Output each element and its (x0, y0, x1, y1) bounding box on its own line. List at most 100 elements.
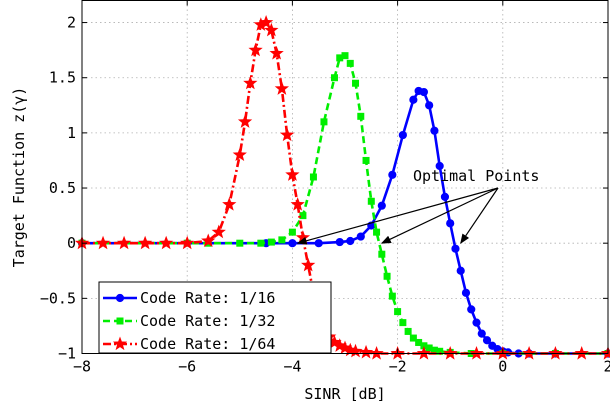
data-point (419, 87, 428, 97)
data-point (264, 22, 279, 37)
data-point (280, 127, 295, 142)
data-point (443, 346, 458, 360)
legend-swatch-marker (112, 336, 128, 351)
data-point (222, 197, 237, 211)
plot-area-frame (81, 0, 609, 354)
data-point (409, 334, 417, 342)
data-point (346, 59, 354, 67)
data-point (327, 334, 342, 349)
data-point (232, 147, 247, 162)
x-tick-label: −2 (389, 358, 407, 376)
data-point (116, 235, 132, 250)
data-point (320, 118, 328, 126)
data-point (180, 235, 195, 250)
legend-label: Code Rate: 1/16 (140, 289, 275, 307)
data-point (278, 236, 286, 244)
annotation-label: Optimal Points (413, 167, 539, 185)
data-point (369, 346, 384, 360)
data-point (430, 126, 439, 135)
data-point (521, 346, 537, 360)
data-point (436, 347, 444, 355)
data-point (398, 130, 407, 140)
data-point (137, 235, 153, 250)
data-point (236, 239, 244, 247)
y-axis-label: Target Function z(γ) (10, 87, 28, 268)
data-point (482, 336, 492, 345)
data-point (461, 288, 471, 297)
x-axis-label: SINR [dB] (304, 385, 385, 403)
legend-swatch-marker (115, 293, 125, 303)
data-point (415, 338, 423, 346)
legend-label: Code Rate: 1/32 (140, 312, 275, 330)
x-tick-label: 2 (603, 358, 610, 376)
data-point (314, 239, 323, 248)
data-point (95, 235, 111, 250)
data-point (378, 250, 386, 258)
data-point (269, 45, 284, 60)
x-tick-label: 0 (498, 358, 507, 376)
series-2 (78, 52, 610, 357)
data-point (388, 170, 397, 179)
data-point (430, 346, 438, 354)
legend-swatch-marker (116, 317, 124, 325)
legend-box (98, 281, 332, 354)
data-point (409, 95, 418, 104)
data-point (388, 292, 396, 300)
data-point (356, 232, 365, 241)
legend: Code Rate: 1/16 Code Rate: 1/32 Code Rate:… (98, 281, 332, 354)
y-tick-label: −1 (58, 345, 76, 363)
data-point (299, 212, 307, 220)
data-point (383, 272, 391, 280)
data-point (435, 161, 444, 171)
data-point (332, 338, 347, 352)
data-point (336, 54, 344, 62)
data-point (267, 238, 275, 246)
data-point (420, 342, 428, 350)
y-tick-label: 1 (67, 124, 76, 142)
data-point (274, 81, 290, 95)
y-tick-label: 1.5 (49, 69, 76, 87)
data-point (237, 114, 253, 128)
data-point (309, 173, 317, 181)
data-point (348, 343, 363, 358)
data-point (288, 228, 296, 236)
data-point (416, 346, 432, 360)
legend-item: Code Rate: 1/16 (103, 289, 275, 307)
data-point (253, 17, 268, 31)
data-point (357, 112, 365, 120)
data-point (243, 75, 258, 90)
data-point (394, 308, 402, 316)
y-tick-label: 0 (67, 234, 76, 252)
data-point (201, 233, 216, 248)
legend-item: Code Rate: 1/64 (103, 335, 275, 353)
annotation-group: Optimal Points (296, 167, 539, 245)
data-point (159, 235, 174, 250)
x-tick-label: −8 (73, 358, 91, 376)
data-point (373, 228, 381, 236)
tick-group: −8 −6 −4 −2 0 2 −1 −0.5 0 0.5 1 1.5 2 (40, 0, 610, 376)
data-point (399, 319, 407, 327)
data-point (330, 74, 338, 82)
data-point (341, 52, 349, 60)
y-tick-label: −0.5 (40, 289, 76, 307)
data-point (456, 266, 465, 275)
data-point (477, 329, 486, 338)
annotation-arrow (380, 187, 499, 244)
y-tick-label: 0.5 (49, 179, 76, 197)
data-point (211, 224, 226, 239)
data-point (257, 239, 265, 247)
data-point (301, 257, 316, 272)
data-point (290, 197, 305, 211)
data-point (451, 244, 460, 253)
x-tick-label: −4 (283, 358, 301, 376)
data-point (258, 15, 274, 29)
data-point (574, 346, 589, 360)
y-tick-label: 2 (67, 14, 76, 32)
data-point (446, 219, 455, 228)
data-point (425, 101, 434, 110)
legend-label: Code Rate: 1/64 (140, 335, 275, 353)
data-point (352, 79, 360, 87)
data-point (404, 327, 412, 335)
data-point (377, 201, 386, 210)
